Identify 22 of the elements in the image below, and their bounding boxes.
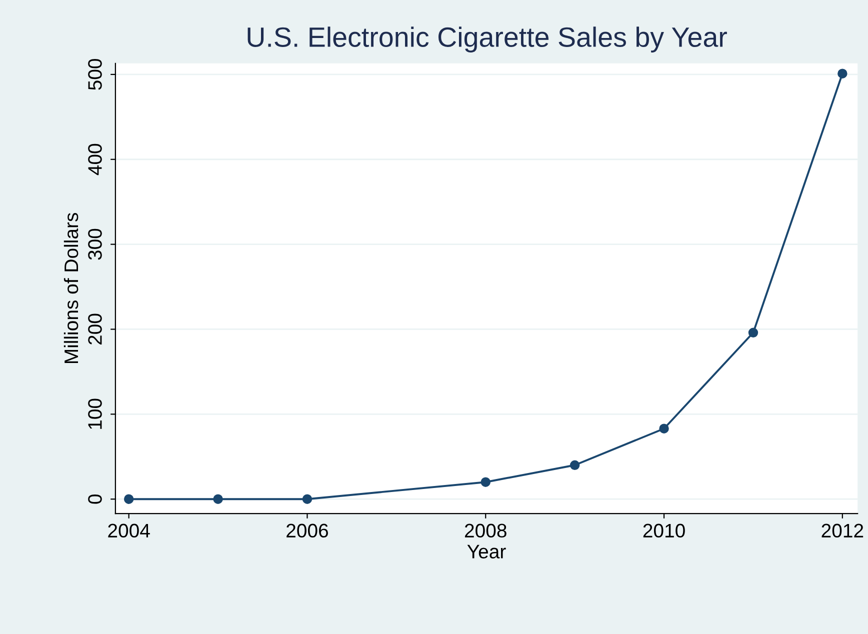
chart-title: U.S. Electronic Cigarette Sales by Year: [248, 26, 727, 52]
y-tick-label: 500: [88, 58, 102, 90]
x-tick-label: 2006: [286, 524, 328, 538]
point: [124, 494, 134, 504]
x-axis-title: Year: [467, 544, 506, 558]
y-tick-label: 400: [88, 144, 102, 176]
point: [302, 494, 312, 504]
y-tick-label: 200: [88, 314, 102, 344]
x-tick-label: 2008: [464, 524, 506, 538]
x-tick-label: 2012: [822, 524, 864, 538]
point: [838, 68, 848, 78]
point: [480, 477, 490, 487]
y-tick-label: 0: [88, 494, 102, 504]
y-tick-label: 100: [88, 398, 102, 429]
x-tick-label: 2004: [108, 524, 150, 538]
point: [659, 424, 669, 434]
point: [213, 494, 223, 504]
x-tick-label: 2010: [643, 524, 685, 538]
point: [748, 328, 758, 338]
point: [570, 460, 580, 470]
y-axis-title: Millions of Dollars: [64, 212, 78, 364]
y-tick-label: 300: [88, 228, 102, 260]
